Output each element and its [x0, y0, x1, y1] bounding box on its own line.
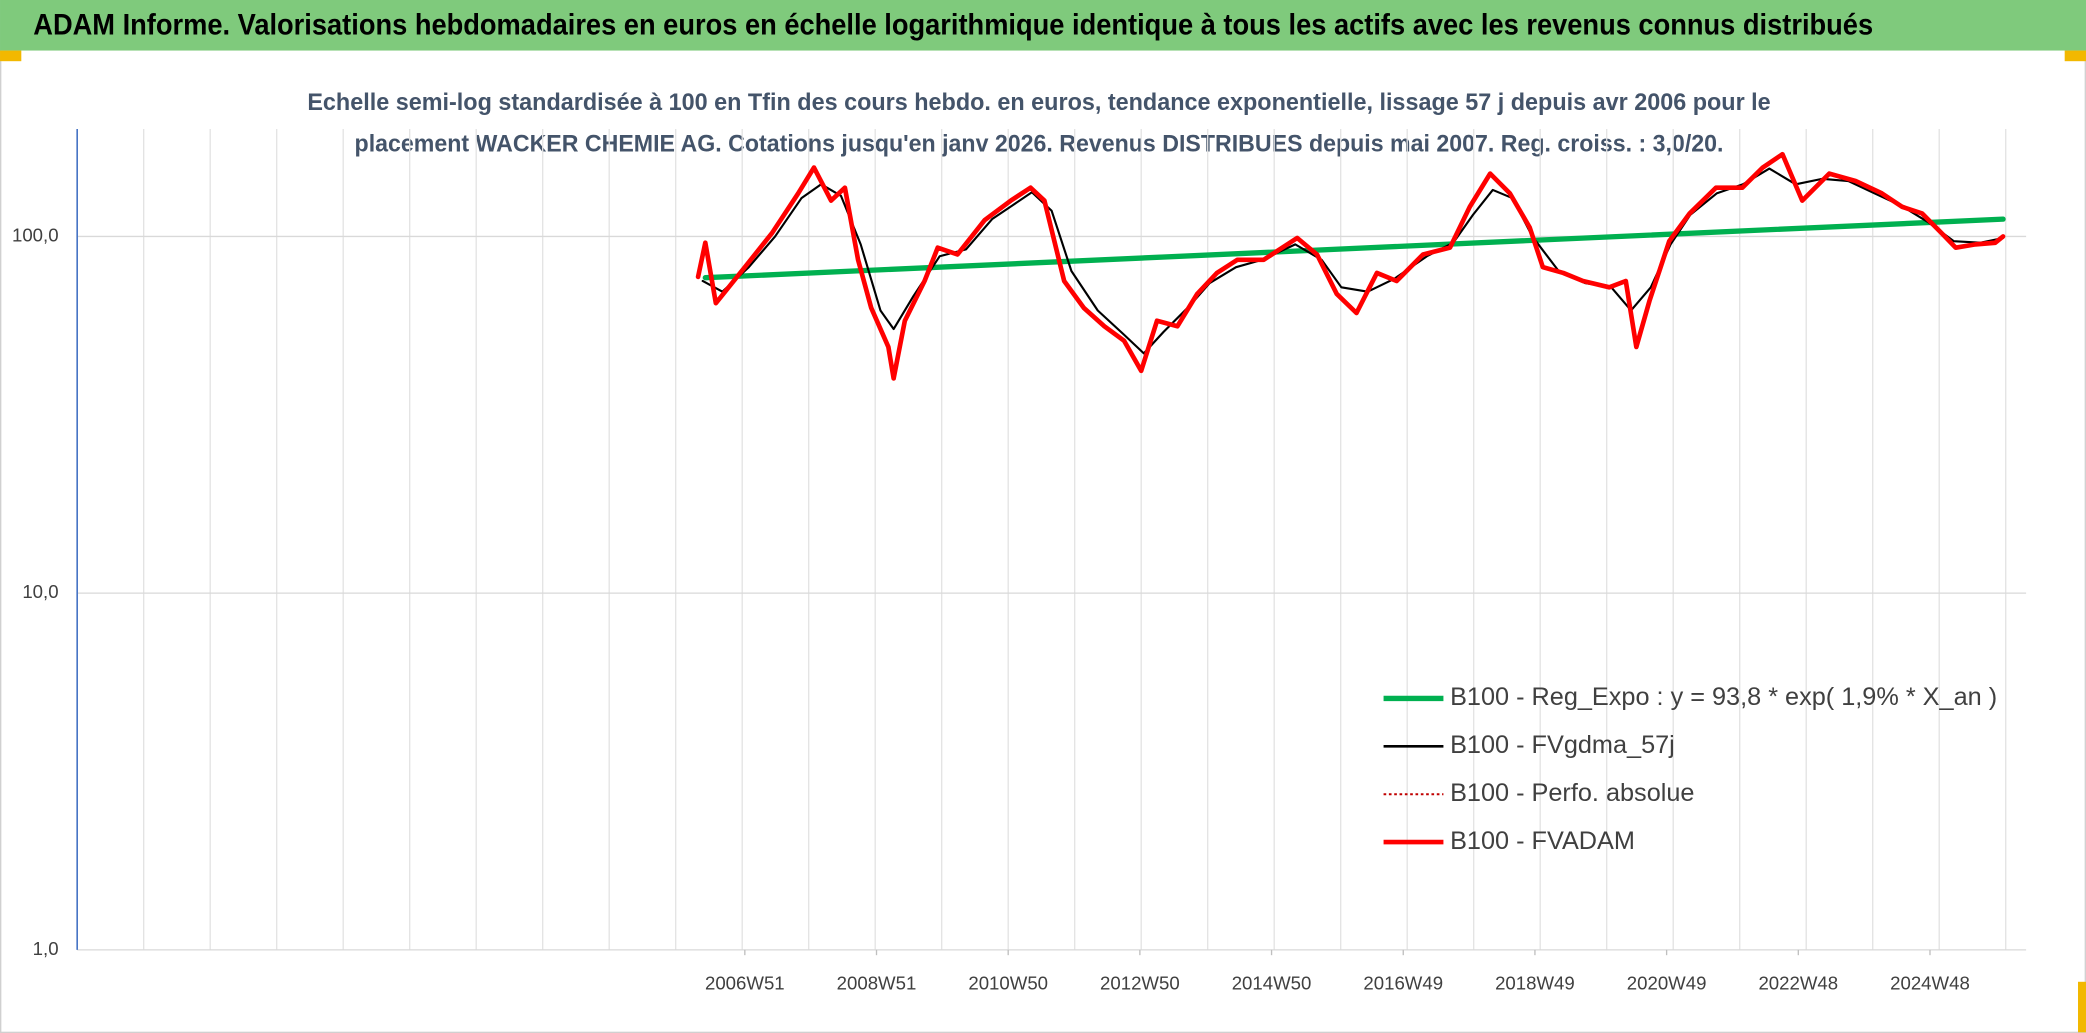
series-line — [702, 216, 2006, 281]
chart-subtitle: placement WACKER CHEMIE AG. Cotations ju… — [355, 130, 1724, 157]
x-tick-label: 2022W48 — [1758, 972, 1838, 993]
corner-mark — [0, 50, 22, 62]
corner-mark — [2064, 50, 2086, 62]
legend-label: B100 - Reg_Expo : y = 93,8 * exp( 1,9% *… — [1450, 683, 1997, 711]
legend-label: B100 - Perfo. absolue — [1450, 779, 1694, 807]
chart-subtitle: Echelle semi-log standardisée à 100 en T… — [307, 89, 1770, 116]
x-tick-label: 2006W51 — [705, 972, 785, 993]
legend-label: B100 - FVgdma_57j — [1450, 731, 1675, 759]
y-tick-label: 10,0 — [22, 581, 58, 602]
x-tick-label: 2008W51 — [837, 972, 917, 993]
x-tick-label: 2020W49 — [1627, 972, 1707, 993]
header-band — [0, 0, 2086, 51]
y-tick-label: 100,0 — [12, 224, 59, 245]
x-tick-label: 2014W50 — [1232, 972, 1312, 993]
corner-mark — [2077, 981, 2086, 1033]
series-line — [695, 151, 2006, 381]
x-tick-label: 2010W50 — [968, 972, 1048, 993]
x-tick-label: 2018W49 — [1495, 972, 1575, 993]
x-tick-label: 2024W48 — [1890, 972, 1970, 993]
x-tick-label: 2016W49 — [1363, 972, 1443, 993]
series-line — [701, 167, 2005, 355]
y-tick-label: 1,0 — [33, 938, 59, 959]
x-tick-label: 2012W50 — [1100, 972, 1180, 993]
chart-title: ADAM Informe. Valorisations hebdomadaire… — [33, 9, 1873, 41]
legend-label: B100 - FVADAM — [1450, 827, 1635, 855]
